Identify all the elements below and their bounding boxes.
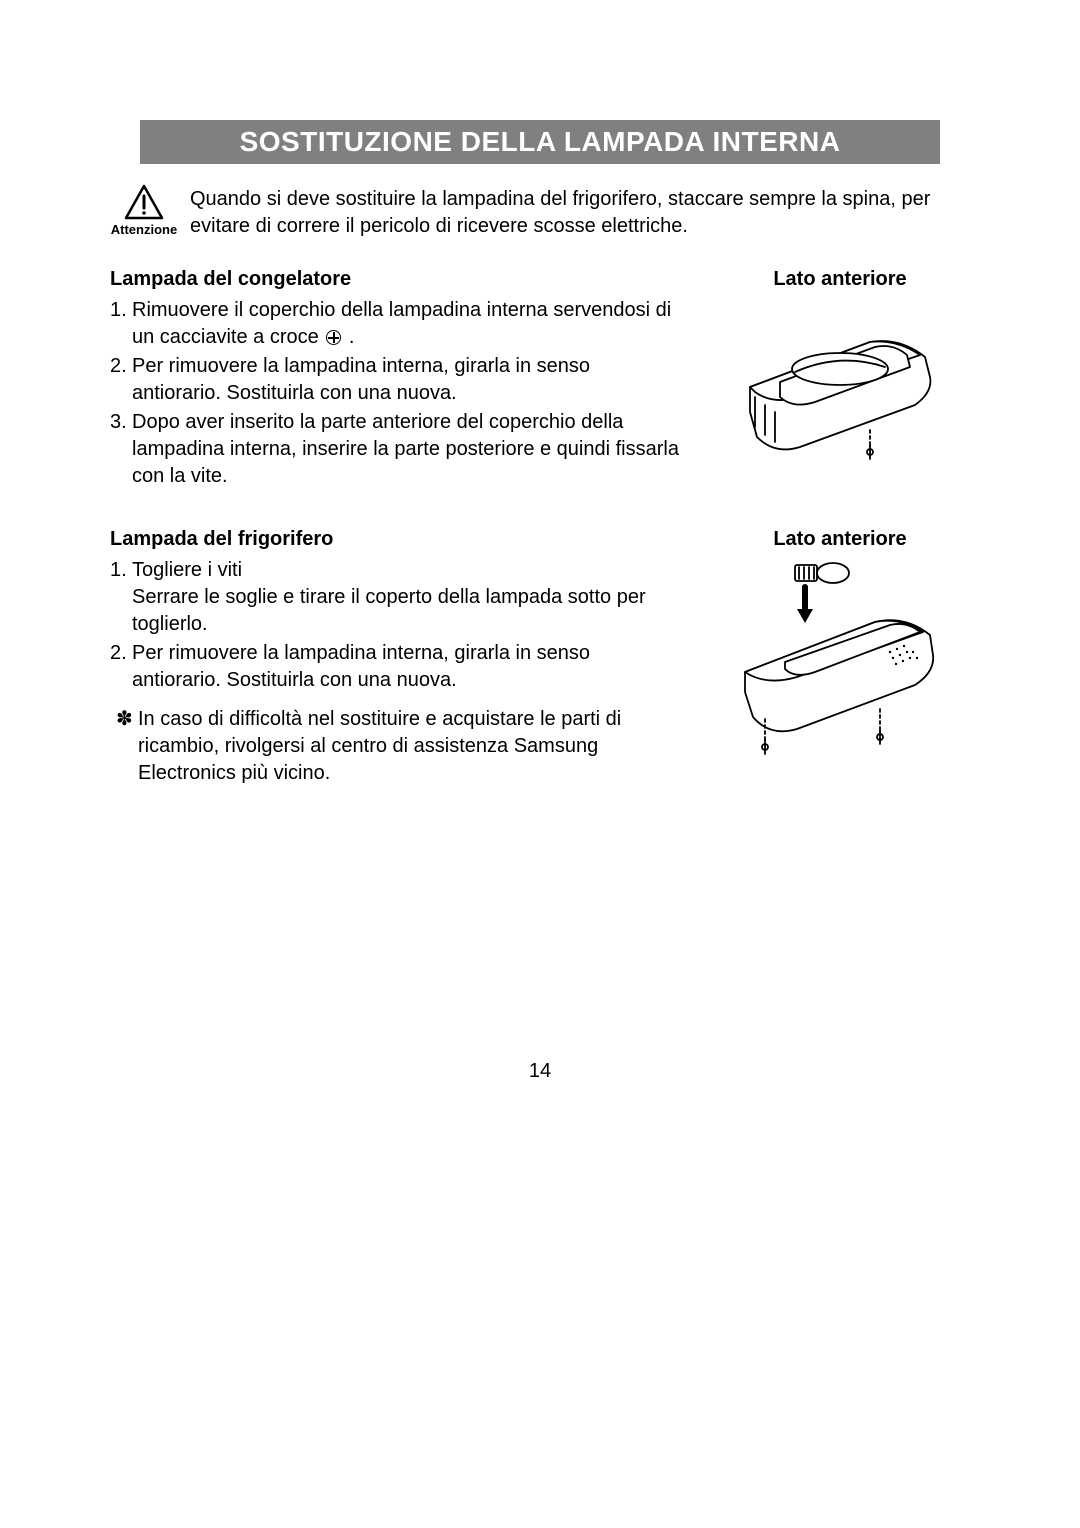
freezer-step-1: Rimuovere il coperchio della lampadina i…	[132, 297, 680, 351]
warning-triangle-icon	[124, 184, 164, 220]
phillips-icon	[326, 330, 341, 345]
page-title: SOSTITUZIONE DELLA LAMPADA INTERNA	[140, 120, 940, 164]
freezer-step-3: Dopo aver inserito la parte anteriore de…	[132, 409, 680, 490]
warning-text: Quando si deve sostituire la lampadina d…	[190, 184, 970, 240]
freezer-section: Lampada del congelatore 1. Rimuovere il …	[110, 268, 970, 492]
fridge-section: Lampada del frigorifero 1. Togliere i vi…	[110, 528, 970, 787]
freezer-steps: 1. Rimuovere il coperchio della lampadin…	[110, 297, 680, 490]
step-number: 2.	[110, 353, 132, 407]
fridge-steps: 1. Togliere i viti Serrare le soglie e t…	[110, 557, 680, 694]
freezer-heading: Lampada del congelatore	[110, 268, 680, 291]
step-number: 3.	[110, 409, 132, 490]
fridge-heading: Lampada del frigorifero	[110, 528, 680, 551]
service-note-text: In caso di difficoltà nel sostituire e a…	[138, 706, 680, 787]
service-note: ✽ In caso di difficoltà nel sostituire e…	[110, 706, 680, 787]
fridge-step-2: Per rimuovere la lampadina interna, gira…	[132, 640, 680, 694]
warning-block: Attenzione Quando si deve sostituire la …	[110, 184, 970, 240]
step-number: 2.	[110, 640, 132, 694]
fridge-step-1a: Togliere i viti	[132, 559, 242, 581]
note-star-icon: ✽	[110, 706, 138, 787]
step-number: 1.	[110, 557, 132, 638]
fridge-image-label: Lato anteriore	[773, 528, 906, 551]
freezer-image-label: Lato anteriore	[773, 268, 906, 291]
warning-icon-block: Attenzione	[110, 184, 178, 237]
fridge-step-1b: Serrare le soglie e tirare il coperto de…	[132, 586, 646, 635]
warning-caption: Attenzione	[111, 222, 177, 237]
step-number: 1.	[110, 297, 132, 351]
freezer-lamp-diagram	[725, 297, 955, 467]
fridge-lamp-diagram	[725, 557, 955, 757]
page-number: 14	[0, 1060, 1080, 1083]
freezer-step-2: Per rimuovere la lampadina interna, gira…	[132, 353, 680, 407]
